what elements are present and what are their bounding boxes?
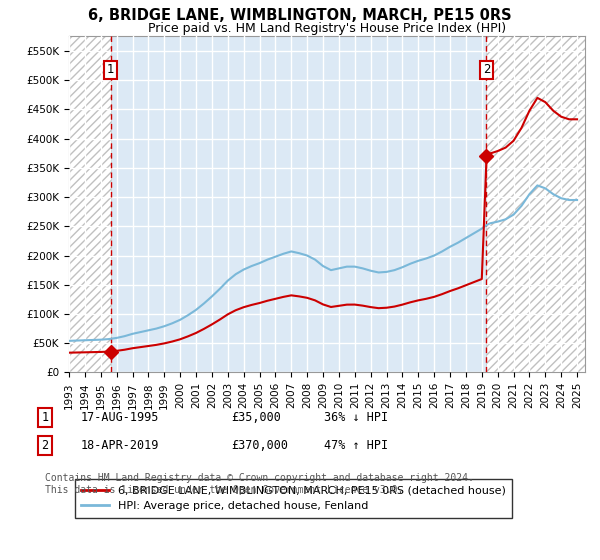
Title: Price paid vs. HM Land Registry's House Price Index (HPI): Price paid vs. HM Land Registry's House … bbox=[148, 22, 506, 35]
Bar bbox=[69, 36, 110, 372]
Bar bbox=[487, 36, 585, 372]
Text: 2: 2 bbox=[41, 438, 49, 452]
Text: 6, BRIDGE LANE, WIMBLINGTON, MARCH, PE15 0RS: 6, BRIDGE LANE, WIMBLINGTON, MARCH, PE15… bbox=[88, 8, 512, 24]
Text: £35,000: £35,000 bbox=[231, 410, 281, 424]
Text: £370,000: £370,000 bbox=[231, 438, 288, 452]
Legend: 6, BRIDGE LANE, WIMBLINGTON, MARCH, PE15 0RS (detached house), HPI: Average pric: 6, BRIDGE LANE, WIMBLINGTON, MARCH, PE15… bbox=[74, 479, 512, 517]
Text: Contains HM Land Registry data © Crown copyright and database right 2024.
This d: Contains HM Land Registry data © Crown c… bbox=[45, 473, 474, 495]
Text: 2: 2 bbox=[482, 63, 490, 77]
Text: 36% ↓ HPI: 36% ↓ HPI bbox=[324, 410, 388, 424]
Text: 1: 1 bbox=[41, 410, 49, 424]
Text: 1: 1 bbox=[107, 63, 115, 77]
Text: 47% ↑ HPI: 47% ↑ HPI bbox=[324, 438, 388, 452]
Text: 18-APR-2019: 18-APR-2019 bbox=[81, 438, 160, 452]
Text: 17-AUG-1995: 17-AUG-1995 bbox=[81, 410, 160, 424]
